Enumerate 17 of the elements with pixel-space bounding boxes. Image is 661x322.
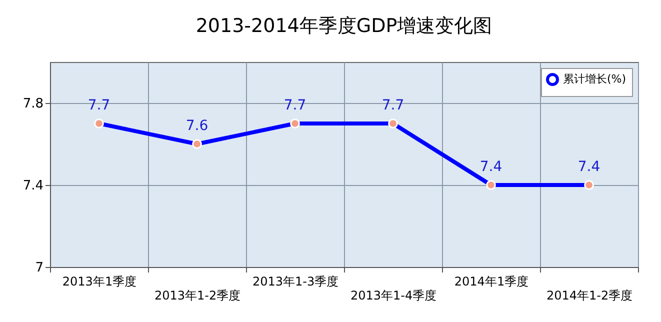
y-tick-label: 7	[35, 260, 44, 276]
x-tick-label: 2013年1-3季度	[252, 274, 339, 288]
x-tick-label: 2013年1季度	[62, 274, 137, 288]
x-tick-label: 2013年1-2季度	[154, 288, 241, 302]
x-tick-label: 2014年1-2季度	[546, 288, 633, 302]
data-label: 7.6	[186, 118, 208, 134]
data-label: 7.7	[382, 98, 404, 114]
data-label: 7.4	[480, 159, 502, 175]
legend-label: 累计增长(%)	[563, 72, 626, 86]
y-tick-label: 7.4	[22, 178, 44, 194]
y-tick-label: 7.8	[22, 96, 44, 112]
data-label: 7.7	[88, 98, 110, 114]
data-label: 7.7	[284, 98, 306, 114]
chart-title: 2013-2014年季度GDP增速变化图	[196, 15, 492, 37]
data-label: 7.4	[578, 159, 600, 175]
x-tick-label: 2013年1-4季度	[350, 288, 437, 302]
x-tick-label: 2014年1季度	[454, 274, 529, 288]
